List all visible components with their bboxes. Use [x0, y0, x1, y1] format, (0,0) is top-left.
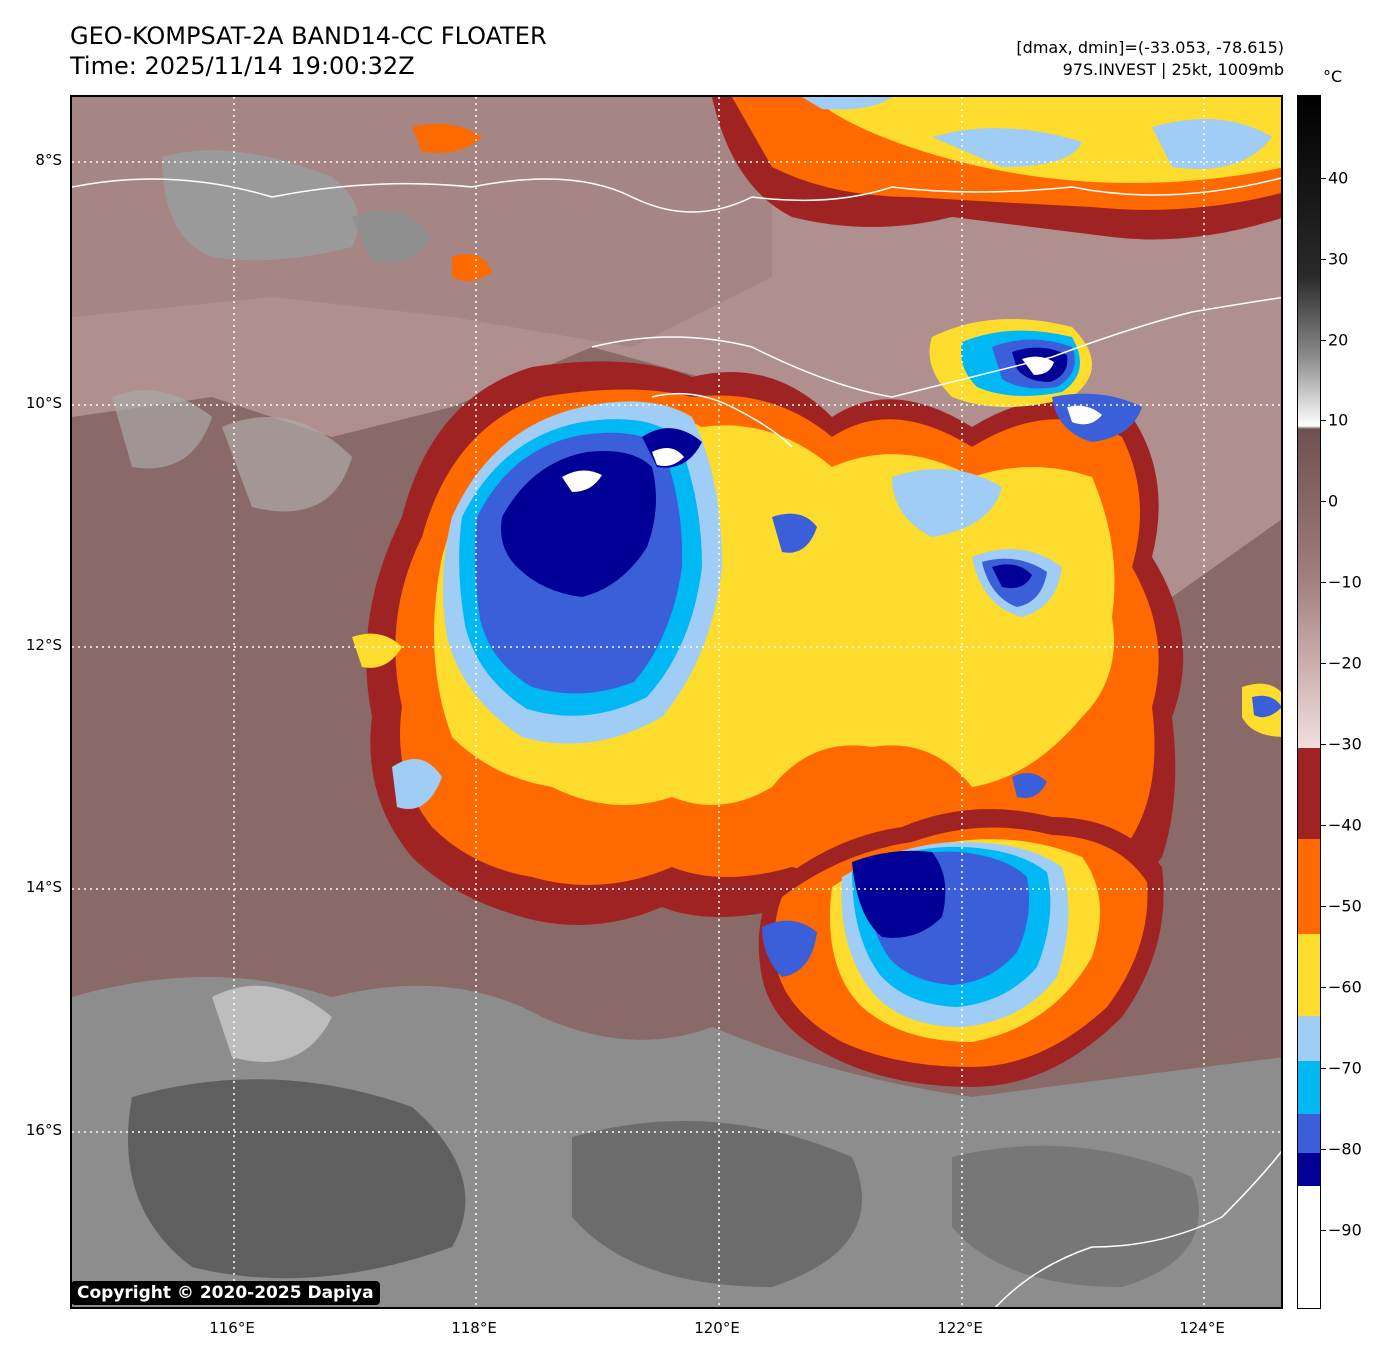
lon-label-122e: 122°E: [937, 1319, 983, 1337]
colorbar-label-minus40: −40: [1328, 815, 1362, 835]
colorbar-tick: [1320, 1149, 1326, 1150]
colorbar-tick: [1320, 178, 1326, 179]
colorbar-label-30: 30: [1328, 249, 1349, 269]
colorbar-label-minus50: −50: [1328, 896, 1362, 916]
colorbar-tick: [1320, 1068, 1326, 1069]
lat-label-10s: 10°S: [25, 394, 62, 412]
colorbar-label-10: 10: [1328, 410, 1349, 430]
lon-label-118e: 118°E: [451, 1319, 497, 1337]
colorbar-tick: [1320, 663, 1326, 664]
lon-label-124e: 124°E: [1179, 1319, 1225, 1337]
storm-info: 97S.INVEST | 25kt, 1009mb: [1062, 60, 1284, 79]
colorbar-tick: [1320, 825, 1326, 826]
colorbar-tick: [1320, 906, 1326, 907]
colorbar-label-minus70: −70: [1328, 1058, 1362, 1078]
cloud-top-temperature-map: [72, 97, 1281, 1307]
colorbar: [1297, 95, 1321, 1309]
colorbar-label-0: 0: [1328, 491, 1339, 511]
colorbar-unit: °C: [1323, 67, 1343, 86]
copyright-notice: Copyright © 2020-2025 Dapiya: [71, 1281, 380, 1305]
colorbar-tick: [1320, 744, 1326, 745]
lon-label-120e: 120°E: [694, 1319, 740, 1337]
lat-label-14s: 14°S: [25, 878, 62, 896]
colorbar-label-20: 20: [1328, 330, 1349, 350]
data-range: [dmax, dmin]=(-33.053, -78.615): [1016, 38, 1284, 57]
colorbar-tick: [1320, 582, 1326, 583]
colorbar-label-minus60: −60: [1328, 977, 1362, 997]
lon-label-116e: 116°E: [209, 1319, 255, 1337]
colorbar-label-minus90: −90: [1328, 1220, 1362, 1240]
colorbar-label-40: 40: [1328, 168, 1349, 188]
colorbar-tick: [1320, 340, 1326, 341]
colorbar-label-minus20: −20: [1328, 653, 1362, 673]
colorbar-label-minus30: −30: [1328, 734, 1362, 754]
image-time: Time: 2025/11/14 19:00:32Z: [70, 52, 415, 80]
lat-label-12s: 12°S: [25, 636, 62, 654]
lat-label-16s: 16°S: [25, 1121, 62, 1139]
lat-label-8s: 8°S: [35, 151, 62, 169]
colorbar-label-minus80: −80: [1328, 1139, 1362, 1159]
colorbar-tick: [1320, 987, 1326, 988]
image-title: GEO-KOMPSAT-2A BAND14-CC FLOATER: [70, 22, 547, 50]
satellite-imagery-panel: [70, 95, 1283, 1309]
colorbar-label-minus10: −10: [1328, 572, 1362, 592]
colorbar-tick: [1320, 1230, 1326, 1231]
colorbar-tick: [1320, 259, 1326, 260]
colorbar-tick: [1320, 420, 1326, 421]
colorbar-tick: [1320, 501, 1326, 502]
